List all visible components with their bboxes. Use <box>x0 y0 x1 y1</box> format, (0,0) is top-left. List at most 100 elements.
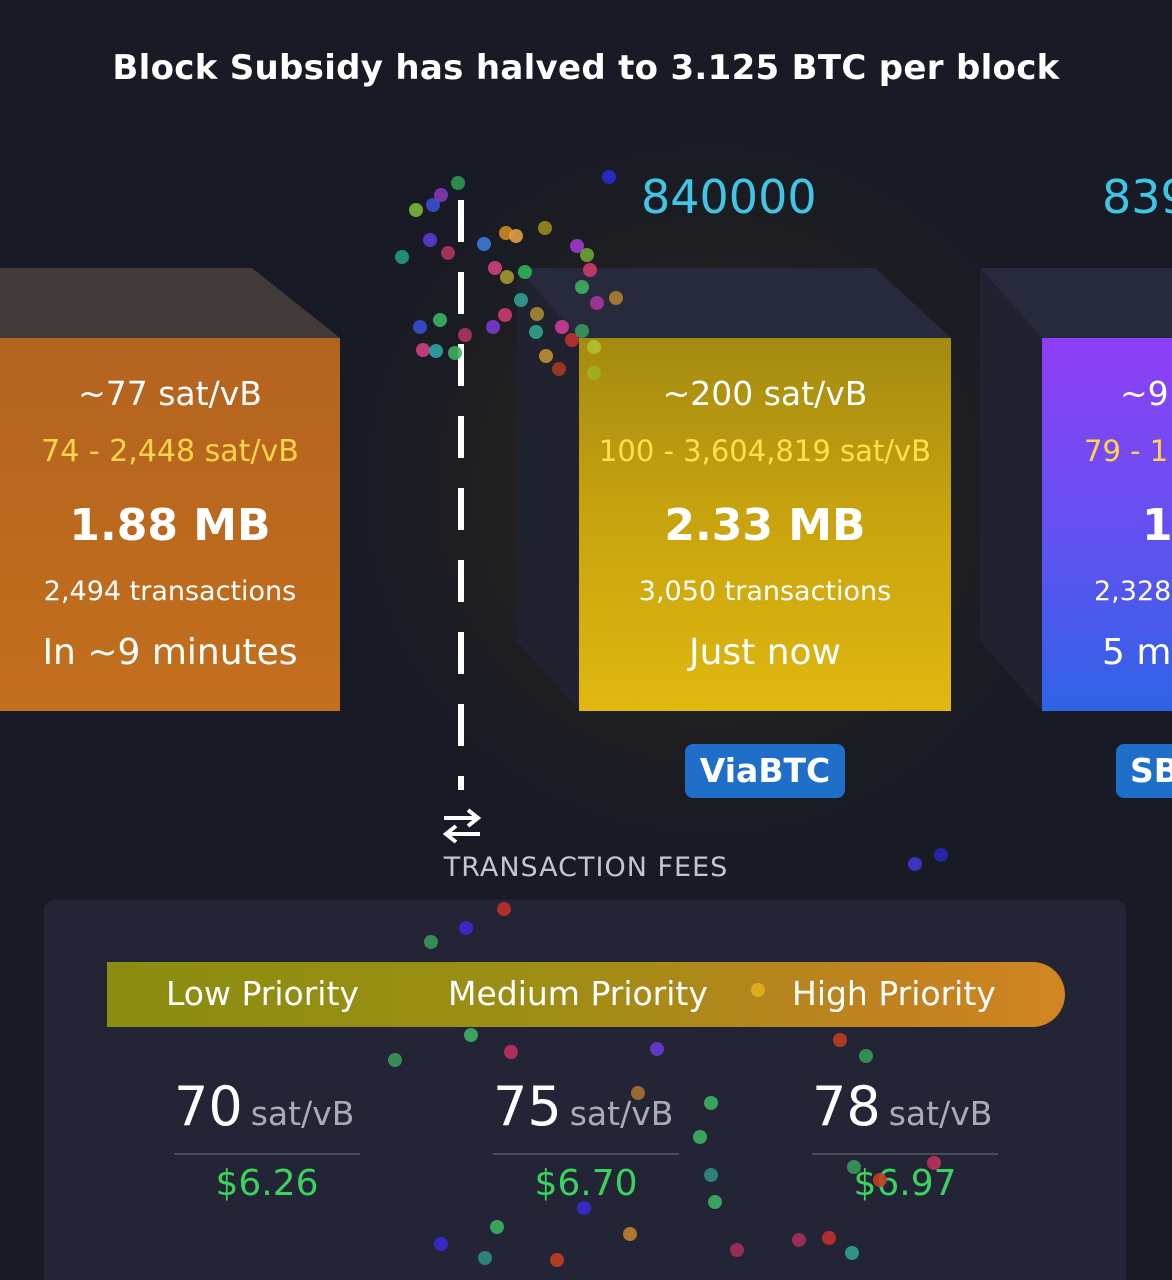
mined-block-839999-median-fee: ~9 <box>1120 374 1169 413</box>
confetti-dot <box>498 308 512 322</box>
medium-priority-unit: sat/vB <box>569 1094 674 1133</box>
mined-block-840000-fee-range: 100 - 3,604,819 sat/vB <box>598 434 932 468</box>
confetti-dot <box>590 296 604 310</box>
mined-block-839999-front: ~9 79 - 1 1. 2,328 5 mi <box>1042 338 1172 711</box>
medium-priority-divider <box>493 1153 679 1155</box>
confetti-dot <box>488 261 502 275</box>
pending-block-tx-count: 2,494 transactions <box>43 576 297 607</box>
block-height-839999[interactable]: 839 <box>1102 170 1172 224</box>
confetti-dot <box>478 1251 492 1265</box>
mempool-divider <box>458 200 464 790</box>
confetti-dot <box>704 1096 718 1110</box>
confetti-dot <box>388 1053 402 1067</box>
mined-block-839999-time: 5 mi <box>1102 632 1172 673</box>
pending-block-eta: In ~9 minutes <box>42 632 298 673</box>
confetti-dot <box>464 1028 478 1042</box>
pending-block-median-fee: ~77 sat/vB <box>78 374 262 413</box>
mined-block-839999-tx-count: 2,328 <box>1094 576 1172 607</box>
confetti-dot <box>448 346 462 360</box>
confetti-dot <box>822 1231 836 1245</box>
confetti-dot <box>859 1049 873 1063</box>
low-priority-usd: $6.26 <box>215 1163 319 1204</box>
high-priority-label: High Priority <box>792 974 996 1013</box>
pending-block-front: ~77 sat/vB 74 - 2,448 sat/vB 1.88 MB 2,4… <box>0 338 340 711</box>
high-priority-usd: $6.97 <box>853 1163 957 1204</box>
mined-block-840000-top-face <box>517 268 951 338</box>
confetti-dot <box>395 250 409 264</box>
confetti-dot <box>609 291 623 305</box>
confetti-dot <box>433 313 447 327</box>
mined-block-840000-median-fee: ~200 sat/vB <box>662 374 868 413</box>
medium-priority-fee: 75 sat/vB $6.70 <box>493 1075 683 1204</box>
mined-block-840000-time: Just now <box>688 632 842 673</box>
confetti-dot <box>458 328 472 342</box>
confetti-dot <box>908 857 922 871</box>
confetti-dot <box>708 1195 722 1209</box>
confetti-dot <box>486 320 500 334</box>
mined-block-840000-tx-count: 3,050 transactions <box>638 576 892 607</box>
confetti-dot <box>587 366 601 380</box>
confetti-dot <box>602 170 616 184</box>
transaction-fees-title: TRANSACTION FEES <box>443 852 729 883</box>
confetti-dot <box>434 1237 448 1251</box>
confetti-dot <box>587 340 601 354</box>
pending-block[interactable]: ~77 sat/vB 74 - 2,448 sat/vB 1.88 MB 2,4… <box>0 268 340 711</box>
medium-priority-label: Medium Priority <box>448 974 708 1013</box>
confetti-dot <box>792 1233 806 1247</box>
high-priority-rate: 78 <box>812 1075 881 1138</box>
confetti-dot <box>423 233 437 247</box>
pending-block-size: 1.88 MB <box>69 500 271 551</box>
confetti-dot <box>530 307 544 321</box>
pending-block-top-face <box>0 268 340 338</box>
mined-block-839999[interactable]: ~9 79 - 1 1. 2,328 5 mi <box>980 268 1172 711</box>
confetti-dot <box>751 983 765 997</box>
mined-block-839999-size: 1. <box>1142 500 1172 551</box>
confetti-dot <box>704 1168 718 1182</box>
confetti-dot <box>413 320 427 334</box>
medium-priority-rate: 75 <box>493 1075 562 1138</box>
low-priority-label: Low Priority <box>166 974 359 1013</box>
confetti-dot <box>583 263 597 277</box>
confetti-dot <box>565 333 579 347</box>
swap-arrows-icon[interactable] <box>440 806 484 846</box>
mined-block-839999-fee-range: 79 - 1 <box>1084 434 1169 468</box>
confetti-dot <box>650 1042 664 1056</box>
halving-banner: Block Subsidy has halved to 3.125 BTC pe… <box>112 48 1060 88</box>
mined-block-840000[interactable]: ~200 sat/vB 100 - 3,604,819 sat/vB 2.33 … <box>517 268 951 711</box>
mined-block-839999-side-face <box>980 268 1042 711</box>
block-height-840000[interactable]: 840000 <box>641 170 817 224</box>
confetti-dot <box>623 1227 637 1241</box>
confetti-dot <box>459 921 473 935</box>
confetti-dot <box>538 221 552 235</box>
pool-badge-viabtc[interactable]: ViaBTC <box>685 744 845 798</box>
confetti-dot <box>500 270 514 284</box>
confetti-dot <box>577 1201 591 1215</box>
confetti-dot <box>539 349 553 363</box>
confetti-dot <box>518 265 532 279</box>
confetti-dot <box>509 229 523 243</box>
confetti-dot <box>833 1033 847 1047</box>
confetti-dot <box>575 280 589 294</box>
confetti-dot <box>424 935 438 949</box>
pool-badge-sb[interactable]: SB <box>1116 744 1172 798</box>
confetti-dot <box>514 293 528 307</box>
low-priority-unit: sat/vB <box>250 1094 355 1133</box>
confetti-dot <box>504 1045 518 1059</box>
confetti-dot <box>490 1220 504 1234</box>
confetti-dot <box>477 237 491 251</box>
confetti-dot <box>934 848 948 862</box>
low-priority-divider <box>174 1153 360 1155</box>
confetti-dot <box>847 1160 861 1174</box>
confetti-dot <box>497 902 511 916</box>
confetti-dot <box>570 239 584 253</box>
confetti-dot <box>845 1246 859 1260</box>
confetti-dot <box>575 324 589 338</box>
confetti-dot <box>441 246 455 260</box>
low-priority-fee: 70 sat/vB $6.26 <box>174 1075 364 1204</box>
low-priority-rate: 70 <box>174 1075 243 1138</box>
confetti-dot <box>550 1253 564 1267</box>
confetti-dot <box>451 176 465 190</box>
confetti-dot <box>552 362 566 376</box>
confetti-dot <box>693 1130 707 1144</box>
